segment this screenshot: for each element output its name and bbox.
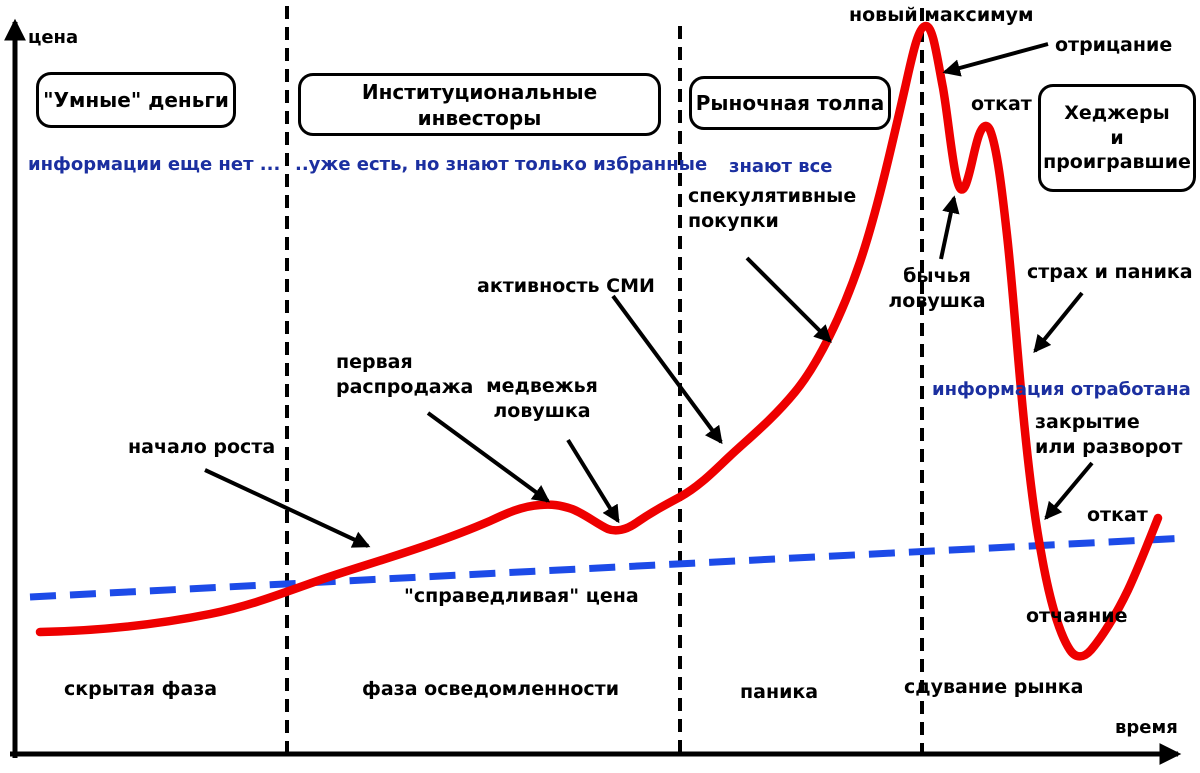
fear-panic-arrow xyxy=(1033,291,1084,354)
pullback-bottom-label: откат xyxy=(1087,504,1148,526)
y-axis-label: цена xyxy=(28,27,79,48)
market-crowd-box: Рыночная толпа xyxy=(689,76,891,130)
media-activity-label: активность СМИ xyxy=(477,275,655,297)
start-growth-arrow xyxy=(204,468,371,548)
info-note-phase3: знают все xyxy=(729,156,833,177)
fair-price-line xyxy=(29,534,1188,601)
phase-hidden-label: скрытая фаза xyxy=(64,678,218,700)
denial-label: отрицание xyxy=(1055,34,1173,56)
first-selloff-label: первая распродажа xyxy=(336,351,474,399)
x-axis-label: время xyxy=(1115,717,1178,738)
phase-mania-label: паника xyxy=(740,681,819,703)
despair-label: отчаяние xyxy=(1026,605,1128,627)
info-note-phase1: информации еще нет ... xyxy=(28,154,281,175)
new-maximum-label: новый максимум xyxy=(849,4,1034,26)
price-curve xyxy=(35,21,1163,661)
denial-arrow xyxy=(942,42,1049,77)
fair-price-label: "справедливая" цена xyxy=(404,585,639,607)
info-note-phase2: ..уже есть, но знают только избранные xyxy=(295,154,708,175)
phase-blowoff-label: сдувание рынка xyxy=(904,676,1084,698)
pullback-top-label: откат xyxy=(971,93,1032,115)
start-growth-label: начало роста xyxy=(128,436,276,458)
media-activity-arrow xyxy=(611,294,723,445)
first-selloff-arrow xyxy=(426,411,551,503)
close-or-reverse-arrow xyxy=(1044,461,1094,521)
close-or-reverse-label: закрытие или разворот xyxy=(1035,411,1183,459)
phase-awareness-label: фаза осведомленности xyxy=(362,678,620,700)
hedgers-losers-text: Хеджеры и проигравшие xyxy=(1043,101,1191,174)
institutional-investors-box: Институциональные инвесторы xyxy=(298,73,661,136)
smart-money-box: "Умные" деньги xyxy=(36,72,236,128)
hedgers-losers-box: Хеджеры и проигравшие xyxy=(1038,84,1196,192)
bull-trap-arrow xyxy=(939,195,960,260)
info-note-phase4: информация отработана xyxy=(932,379,1191,400)
bear-trap-label: медвежья ловушка xyxy=(486,375,598,423)
bull-trap-label: бычья ловушка xyxy=(888,265,986,313)
bear-trap-arrow xyxy=(566,438,620,524)
speculative-buys-label: спекулятивные покупки xyxy=(688,185,857,233)
fear-panic-label: страх и паника xyxy=(1027,261,1193,283)
speculative-buys-arrow xyxy=(745,256,832,343)
